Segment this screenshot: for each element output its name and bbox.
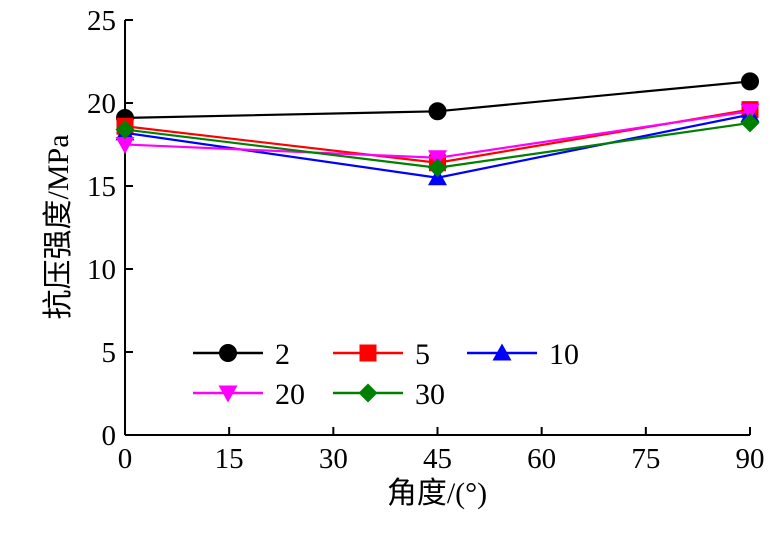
- legend-label: 20: [275, 378, 305, 411]
- legend-marker-20: [218, 385, 238, 403]
- y-tick-label: 0: [102, 420, 117, 452]
- legend-label: 10: [549, 338, 579, 371]
- data-point-20: [740, 103, 760, 121]
- series-30: [115, 113, 760, 178]
- legend-item-5: 5: [333, 338, 430, 371]
- y-tick-label: 25: [87, 5, 116, 37]
- legend-label: 2: [275, 338, 290, 371]
- data-point-30: [740, 113, 760, 133]
- data-point-2: [741, 72, 759, 91]
- legend: 2 5 10 20 30: [193, 338, 579, 411]
- data-point-2: [428, 102, 447, 121]
- legend-marker-10: [492, 343, 512, 361]
- data-point-20: [115, 137, 135, 154]
- legend-label: 5: [415, 338, 430, 371]
- x-tick-label: 30: [319, 443, 348, 475]
- legend-marker-2: [219, 344, 237, 362]
- data-point-30: [428, 158, 447, 178]
- y-axis-title: 抗压强度/MPa: [42, 134, 75, 319]
- data-point-30: [115, 120, 135, 140]
- legend-marker-30: [358, 383, 378, 403]
- x-tick-label: 15: [215, 443, 244, 475]
- legend-item-20: 20: [193, 378, 305, 411]
- legend-item-2: 2: [193, 338, 290, 371]
- x-tick-label: 60: [527, 443, 556, 475]
- y-tick-label: 10: [87, 254, 116, 286]
- x-axis-title: 角度/(°): [387, 477, 487, 510]
- legend-item-30: 30: [333, 378, 445, 411]
- x-tick-label: 90: [736, 443, 765, 475]
- legend-item-10: 10: [467, 338, 579, 371]
- x-tick-label: 45: [423, 443, 452, 475]
- series-2: [116, 72, 759, 127]
- y-tick-label: 20: [87, 88, 116, 120]
- legend-label: 30: [415, 378, 445, 411]
- y-tick-label: 5: [102, 337, 117, 369]
- legend-marker-5: [359, 344, 377, 362]
- y-tick-label: 15: [87, 171, 116, 203]
- x-tick-label: 75: [631, 443, 660, 475]
- series-group: [115, 72, 760, 186]
- x-tick-label: 0: [118, 443, 133, 475]
